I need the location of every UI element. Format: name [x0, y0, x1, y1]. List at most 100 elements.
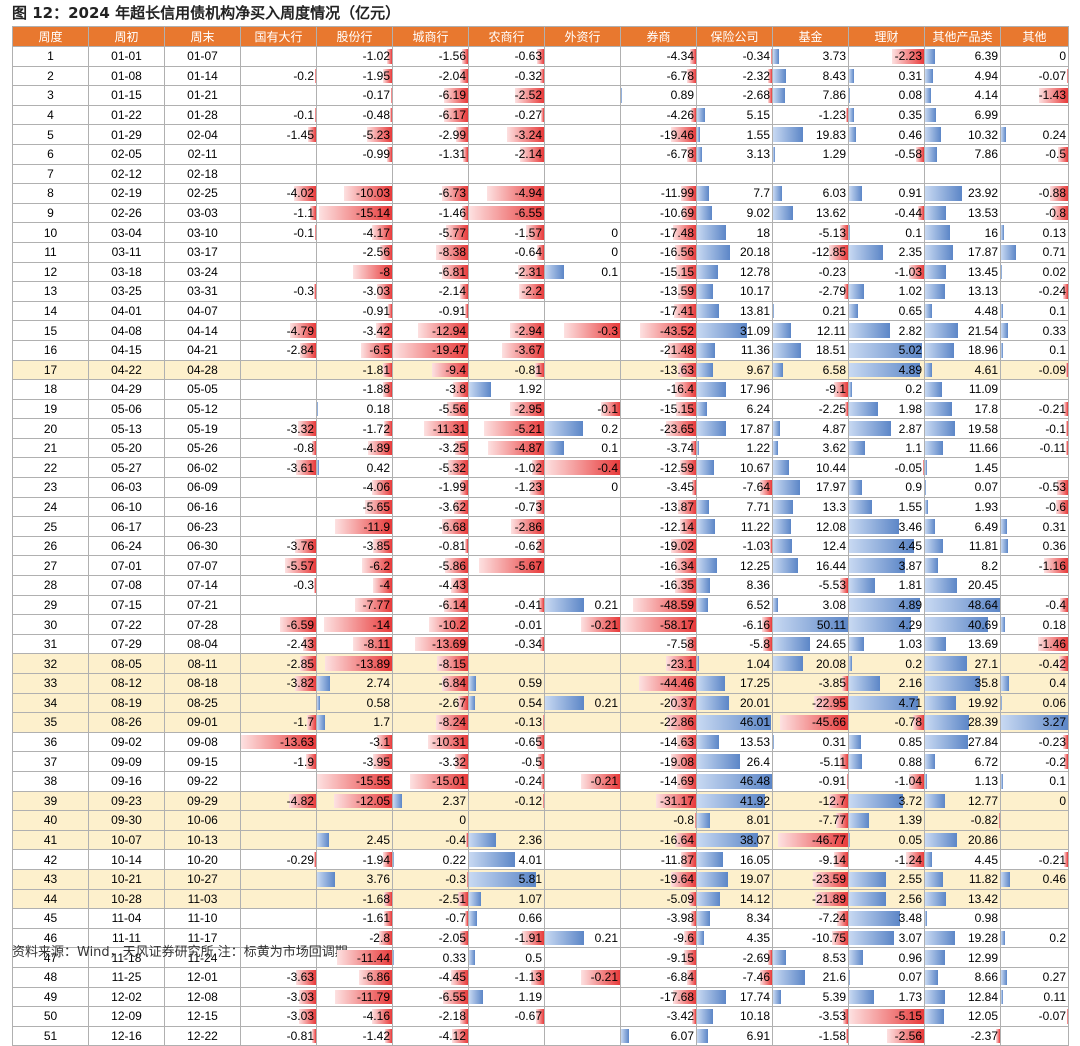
table-cell: 6.39 [925, 47, 1001, 67]
positive-bar [773, 598, 778, 613]
positive-bar [393, 794, 402, 809]
positive-bar [697, 343, 715, 358]
table-cell: 08-12 [89, 674, 165, 694]
cell-value [618, 167, 620, 181]
cell-value: -19.08 [660, 755, 696, 769]
cell-value: 3.46 [899, 520, 924, 534]
cell-value: 12.08 [816, 520, 848, 534]
cell-value [922, 167, 924, 181]
table-cell: 17.97 [773, 478, 849, 498]
table-cell: -0.8 [1001, 203, 1069, 223]
table-cell: 10.17 [697, 282, 773, 302]
cell-value: -15.15 [660, 402, 696, 416]
table-cell: 10-21 [89, 869, 165, 889]
table-cell: 19.28 [925, 928, 1001, 948]
cell-value [618, 833, 620, 847]
table-cell: 04-14 [165, 321, 241, 341]
cell-value: 0.33 [1043, 324, 1068, 338]
table-cell: 27 [13, 556, 89, 576]
cell-value [770, 167, 772, 181]
table-cell: 04-15 [89, 340, 165, 360]
table-cell: 27.1 [925, 654, 1001, 674]
table-cell: 0.96 [849, 948, 925, 968]
table-cell [1001, 1026, 1069, 1046]
cell-value [618, 382, 620, 396]
cell-value: -19.64 [660, 872, 696, 886]
positive-bar [925, 186, 962, 201]
cell-value: -13.89 [356, 657, 392, 671]
cell-value: -3.8 [445, 382, 468, 396]
positive-bar [773, 421, 780, 436]
cell-value: 0.1 [601, 441, 620, 455]
cell-value: 2.74 [367, 676, 392, 690]
cell-value: -1.68 [363, 892, 392, 906]
table-cell: 17.25 [697, 674, 773, 694]
cell-value: -1.58 [819, 1029, 848, 1043]
positive-bar [469, 911, 477, 926]
cell-value: -10.69 [660, 206, 696, 220]
table-cell: -13.87 [621, 497, 697, 517]
positive-bar [925, 441, 943, 456]
table-cell: 50 [13, 1007, 89, 1027]
cell-value: -1.23 [819, 108, 848, 122]
table-cell [545, 301, 621, 321]
cell-value: 8.01 [747, 813, 772, 827]
cell-value: 1.04 [747, 657, 772, 671]
positive-bar [1001, 519, 1007, 534]
positive-bar [697, 108, 705, 123]
table-cell: 08-19 [89, 693, 165, 713]
cell-value: -3.03 [287, 990, 316, 1004]
positive-bar [925, 774, 927, 789]
table-cell: 0.1 [849, 223, 925, 243]
cell-value: 0.71 [1043, 245, 1068, 259]
positive-bar [1001, 931, 1005, 946]
table-cell: -31.17 [621, 791, 697, 811]
table-cell: 01-08 [89, 66, 165, 86]
table-cell: -3.42 [621, 1007, 697, 1027]
cell-value: -23.65 [660, 422, 696, 436]
table-cell: -2.99 [393, 125, 469, 145]
table-cell: -0.81 [393, 536, 469, 556]
cell-value [618, 794, 620, 808]
positive-bar [1001, 539, 1008, 554]
table-cell: 20.86 [925, 830, 1001, 850]
table-cell: 07-28 [165, 615, 241, 635]
table-cell: 19.83 [773, 125, 849, 145]
table-cell [469, 1026, 545, 1046]
positive-bar [925, 696, 956, 711]
positive-bar [697, 265, 718, 280]
table-cell: 5.02 [849, 340, 925, 360]
table-cell: 7.71 [697, 497, 773, 517]
table-cell [1001, 380, 1069, 400]
table-cell: -2.31 [469, 262, 545, 282]
cell-value: 0.1 [601, 265, 620, 279]
table-cell: -2.2 [469, 282, 545, 302]
table-cell: 6.07 [621, 1026, 697, 1046]
table-cell: -9.4 [393, 360, 469, 380]
table-cell: 11-25 [89, 967, 165, 987]
table-cell: 06-23 [165, 517, 241, 537]
table-cell: 51 [13, 1026, 89, 1046]
table-cell: 0.85 [849, 732, 925, 752]
table-cell: 0.66 [469, 909, 545, 929]
table-cell: 1.22 [697, 438, 773, 458]
cell-value: -6.73 [439, 186, 468, 200]
table-cell: 12-16 [89, 1026, 165, 1046]
cell-value [618, 108, 620, 122]
table-cell: -58.17 [621, 615, 697, 635]
table-cell: 0.31 [849, 66, 925, 86]
cell-value: -43.52 [660, 324, 696, 338]
cell-value: -1.94 [363, 853, 392, 867]
table-cell: -0.5 [1001, 144, 1069, 164]
column-header: 理财 [849, 27, 925, 47]
table-cell: -4 [317, 576, 393, 596]
cell-value: 13.45 [968, 265, 1000, 279]
positive-bar [849, 402, 878, 417]
cell-value: 12.99 [968, 951, 1000, 965]
table-cell: -5.53 [773, 576, 849, 596]
cell-value: 0.5 [525, 951, 544, 965]
cell-value: -2.23 [895, 49, 924, 63]
cell-value: -4.02 [287, 186, 316, 200]
positive-bar [849, 676, 880, 691]
